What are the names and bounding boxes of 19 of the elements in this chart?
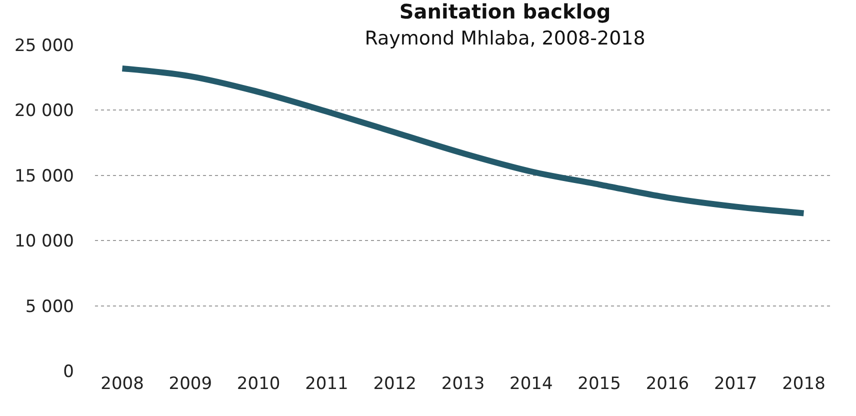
x-tick-label: 2018 — [782, 374, 826, 394]
y-tick-label: 10 000 — [14, 232, 74, 252]
y-tick-label: 20 000 — [14, 101, 74, 122]
x-tick-label: 2011 — [305, 374, 348, 394]
y-tick-label: 15 000 — [14, 166, 74, 186]
y-tick-label: 5 000 — [25, 296, 74, 317]
x-tick-label: 2016 — [646, 374, 690, 394]
x-tick-label: 2012 — [373, 374, 416, 394]
y-tick-label: 0 — [63, 362, 74, 382]
x-tick-label: 2015 — [578, 374, 621, 394]
x-tick-label: 2014 — [510, 374, 553, 394]
x-tick-label: 2013 — [441, 374, 485, 394]
chart-title: Sanitation backlog — [399, 0, 611, 24]
chart-subtitle: Raymond Mhlaba, 2008-2018 — [364, 28, 646, 50]
y-tick-label: 25 000 — [14, 36, 74, 56]
x-tick-label: 2009 — [168, 374, 212, 394]
x-tick-label: 2017 — [714, 374, 758, 394]
x-tick-label: 2008 — [100, 374, 144, 394]
x-tick-label: 2010 — [236, 374, 280, 394]
